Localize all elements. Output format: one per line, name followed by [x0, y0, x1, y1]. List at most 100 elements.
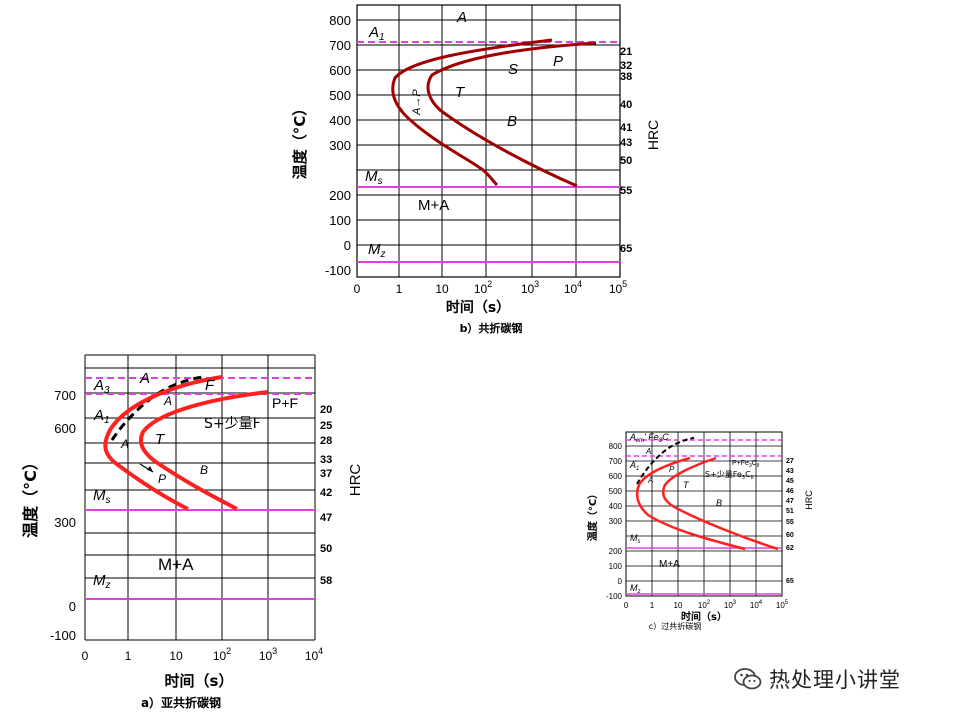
svg-text:65: 65 — [620, 243, 632, 255]
svg-text:Mz: Mz — [630, 583, 641, 595]
chart-b-caption: b）共折碳钢 — [460, 321, 523, 335]
chart-a-arrowhead — [147, 466, 153, 472]
svg-text:A→P: A→P — [411, 89, 423, 116]
svg-text:38: 38 — [620, 71, 632, 83]
chart-b-x-ticks: 0 1 10 102 103 104 105 — [354, 279, 628, 296]
svg-text:S+少量Fe3CII: S+少量Fe3CII — [705, 470, 754, 481]
chart-c-xlabel: 时间（s） — [681, 610, 727, 623]
svg-text:A: A — [139, 370, 150, 387]
svg-text:200: 200 — [329, 188, 351, 203]
svg-text:P: P — [158, 472, 166, 486]
svg-text:21: 21 — [620, 46, 632, 58]
svg-text:A: A — [163, 394, 172, 408]
svg-text:A1: A1 — [93, 407, 110, 426]
svg-text:-100: -100 — [606, 592, 623, 601]
svg-text:A3: A3 — [93, 377, 110, 396]
svg-text:42: 42 — [320, 487, 332, 499]
svg-text:104: 104 — [305, 646, 323, 663]
svg-text:P: P — [669, 465, 675, 474]
svg-text:0: 0 — [618, 577, 623, 586]
svg-text:58: 58 — [320, 575, 332, 587]
svg-text:700: 700 — [609, 457, 623, 466]
chart-b-start-curve — [391, 38, 553, 187]
svg-text:M+A: M+A — [158, 555, 194, 574]
svg-text:1: 1 — [396, 282, 403, 296]
chart-c-x-ticks: 0 1 10 102 103 104 105 — [624, 600, 789, 610]
svg-text:T: T — [455, 84, 466, 101]
svg-text:32: 32 — [620, 60, 632, 72]
svg-text:500: 500 — [329, 88, 351, 103]
svg-text:104: 104 — [750, 600, 763, 610]
svg-text:P+F: P+F — [272, 395, 298, 411]
svg-text:300: 300 — [609, 517, 623, 526]
chart-a-caption: a）亚共折碳钢 — [141, 695, 221, 710]
svg-text:10: 10 — [169, 649, 183, 663]
svg-text:102: 102 — [698, 600, 711, 610]
chart-c-start-curve — [635, 456, 746, 551]
chart-b-hrc-label: HRC — [645, 120, 661, 150]
chart-c: 800 700 600 500 400 300 200 100 0 -100 0 1 10 10… — [586, 431, 814, 631]
chart-a-finish-curve — [138, 390, 269, 511]
svg-text:Mz: Mz — [93, 572, 111, 591]
chart-a-xlabel: 时间（s） — [165, 672, 234, 690]
svg-text:P+Fe3CII: P+Fe3CII — [732, 460, 760, 469]
chart-b-finish-curve — [426, 41, 597, 188]
chart-a-hrc-ticks: 20 25 28 33 37 42 47 50 58 — [320, 404, 332, 587]
svg-text:0: 0 — [624, 601, 629, 610]
svg-text:45: 45 — [786, 478, 794, 485]
svg-text:S+少量F: S+少量F — [204, 416, 261, 432]
svg-text:-100: -100 — [325, 263, 351, 278]
svg-text:700: 700 — [54, 388, 76, 403]
chart-b: 800 700 600 500 400 300 200 100 0 -100 0 1 10 10… — [291, 4, 661, 335]
svg-text:M+A: M+A — [659, 559, 680, 570]
chart-c-finish-curve — [661, 456, 779, 551]
svg-text:1: 1 — [650, 601, 655, 610]
svg-text:47: 47 — [786, 498, 794, 505]
chart-a-x-ticks: 0 1 10 102 103 104 — [82, 646, 324, 663]
svg-text:300: 300 — [329, 138, 351, 153]
chart-c-y-ticks: 800 700 600 500 400 300 200 100 0 -100 — [606, 442, 623, 601]
svg-text:A: A — [647, 476, 653, 485]
svg-text:A: A — [120, 437, 129, 451]
svg-text:60: 60 — [786, 532, 794, 539]
svg-text:65: 65 — [786, 578, 794, 585]
chart-b-ylabel: 温度（°C） — [291, 101, 309, 180]
svg-text:102: 102 — [213, 646, 231, 663]
watermark: 热处理小讲堂 — [733, 664, 901, 694]
svg-text:50: 50 — [620, 155, 632, 167]
chart-a-hrc-label: HRC — [347, 464, 364, 497]
svg-text:M+A: M+A — [418, 197, 449, 214]
svg-text:T: T — [683, 480, 690, 490]
chart-a-ferrite-curve — [110, 375, 204, 441]
wechat-chat-icon — [734, 668, 762, 690]
svg-text:20: 20 — [320, 404, 332, 416]
svg-text:B: B — [200, 463, 208, 477]
svg-text:103: 103 — [259, 646, 277, 663]
svg-text:500: 500 — [609, 487, 623, 496]
svg-text:P: P — [553, 53, 563, 70]
svg-text:1: 1 — [125, 649, 132, 663]
chart-a-region-labels: A3 A F A A1 P+F S+少量F T A P B Ms M+A Mz — [93, 370, 298, 591]
svg-text:A: A — [456, 9, 467, 26]
svg-text:47: 47 — [320, 512, 332, 524]
svg-text:50: 50 — [320, 543, 332, 555]
svg-text:102: 102 — [474, 279, 492, 296]
chart-a-y-ticks: 700 600 300 0 -100 — [50, 388, 76, 643]
svg-text:105: 105 — [609, 279, 627, 296]
svg-text:27: 27 — [786, 458, 794, 465]
svg-text:800: 800 — [609, 442, 623, 451]
svg-text:33: 33 — [320, 454, 332, 466]
svg-text:51: 51 — [786, 508, 794, 515]
svg-text:100: 100 — [609, 562, 623, 571]
svg-text:0: 0 — [354, 282, 361, 296]
svg-text:T: T — [155, 431, 166, 448]
svg-text:103: 103 — [521, 279, 539, 296]
svg-text:46: 46 — [786, 488, 794, 495]
chart-a-ylabel: 温度（°C） — [21, 454, 40, 539]
chart-c-cementite-curve — [636, 437, 695, 485]
svg-text:400: 400 — [609, 502, 623, 511]
chart-c-caption: c）过共折碳钢 — [649, 621, 701, 631]
svg-text:800: 800 — [329, 13, 351, 28]
